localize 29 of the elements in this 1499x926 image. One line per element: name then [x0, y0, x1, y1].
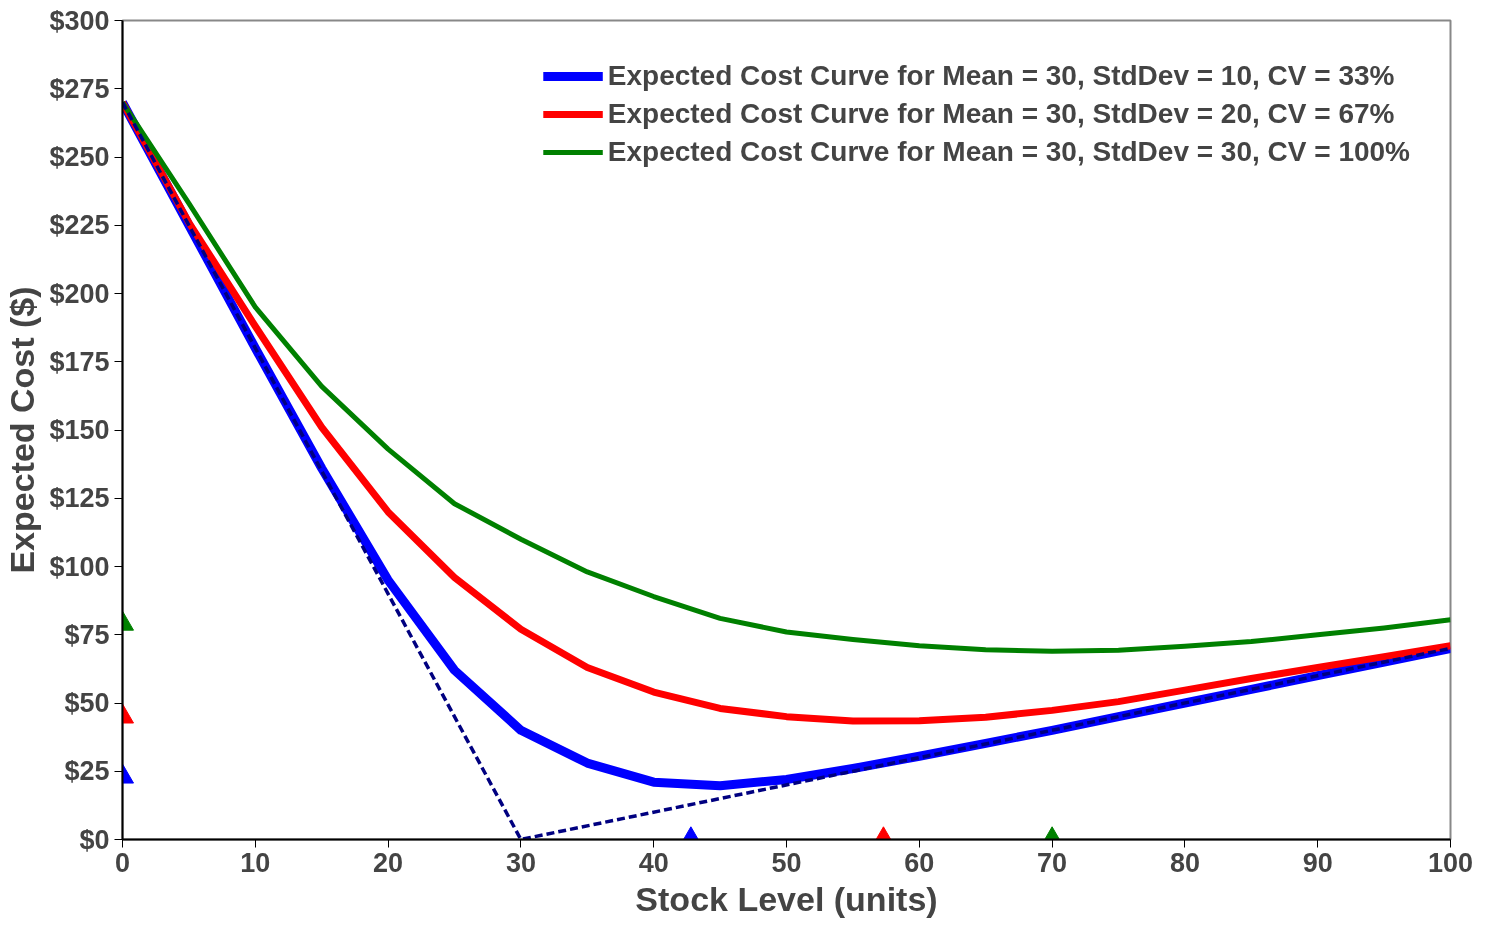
x-tick-label: 80 — [1169, 847, 1200, 878]
x-tick-label: 70 — [1037, 847, 1068, 878]
y-tick-label: $150 — [49, 415, 110, 445]
y-tick-label: $0 — [79, 824, 110, 855]
y-tick-label: $100 — [49, 551, 110, 582]
y-tick-label: $75 — [64, 619, 110, 650]
y-tick-label: $225 — [49, 210, 110, 241]
x-tick-label: 30 — [505, 847, 536, 878]
x-tick-label: 60 — [904, 847, 935, 878]
x-tick-label: 40 — [638, 847, 669, 878]
x-tick-label: 100 — [1427, 847, 1474, 878]
legend-label: Expected Cost Curve for Mean = 30, StdDev = 30, CV = 100% — [607, 136, 1410, 168]
y-tick-label: $250 — [49, 142, 110, 172]
x-axis-title: Stock Level (units) — [635, 879, 938, 918]
y-tick-label: $200 — [49, 278, 110, 309]
legend-label: Expected Cost Curve for Mean = 30, StdDev = 20, CV = 67% — [607, 98, 1395, 130]
legend-label: Expected Cost Curve for Mean = 30, StdDev = 10, CV = 33% — [607, 60, 1395, 92]
x-tick-label: 0 — [114, 847, 131, 878]
y-tick-label: $50 — [64, 688, 110, 718]
y-axis-title: Expected Cost ($) — [3, 286, 42, 574]
x-tick-label: 10 — [240, 847, 271, 878]
y-tick-label: $25 — [64, 756, 110, 787]
y-tick-label: $175 — [49, 346, 110, 377]
x-tick-label: 20 — [373, 847, 404, 878]
y-tick-label: $300 — [49, 5, 110, 36]
y-tick-label: $275 — [49, 73, 110, 104]
x-tick-label: 50 — [771, 847, 802, 878]
x-tick-label: 90 — [1302, 847, 1333, 878]
y-tick-label: $125 — [49, 483, 110, 514]
